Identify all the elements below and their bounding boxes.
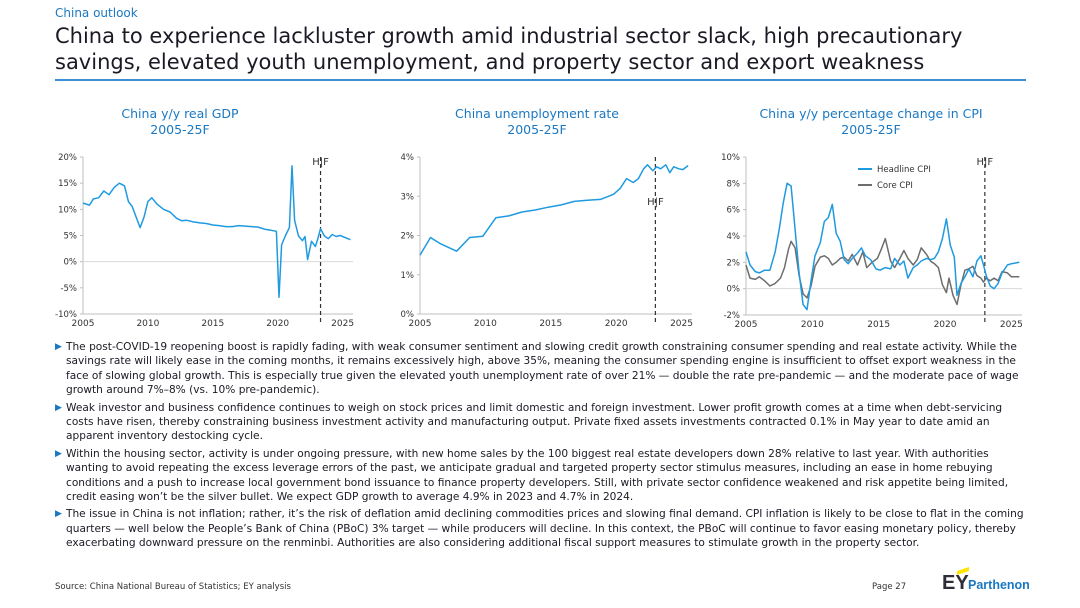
bullet-text: The post-COVID-19 reopening boost is rap… xyxy=(66,341,1019,397)
bullet-arrow-icon: ▶ xyxy=(55,342,62,352)
forecast-label: H|F xyxy=(312,157,329,168)
x-tick-label: 2005 xyxy=(409,319,432,329)
unemployment-chart-subtitle: 2005-25F xyxy=(507,122,567,137)
logo-ey-text: EY xyxy=(942,572,969,594)
y-tick-label: 4% xyxy=(727,232,741,242)
x-tick-label: 2020 xyxy=(934,320,957,330)
x-tick-label: 2025 xyxy=(331,319,354,329)
y-tick-label: 4% xyxy=(401,153,415,163)
y-tick-label: 0% xyxy=(727,285,741,295)
bullet-text: The issue in China is not inflation; rat… xyxy=(66,508,1024,550)
bullet-text: Weak investor and business confidence co… xyxy=(66,401,1003,443)
bullet-item: ▶ Weak investor and business confidence c… xyxy=(55,401,1030,444)
y-tick-label: 2% xyxy=(401,232,415,242)
x-tick-label: 2005 xyxy=(735,320,758,330)
series-line-core-cpi xyxy=(745,237,1020,306)
unemployment-chart: China unemployment rate 2005-25F 4% 3% 2% 1… xyxy=(357,104,693,334)
cpi-chart: China y/y percentage change in CPI 2005-… xyxy=(680,104,1023,334)
y-tick-label: 3% xyxy=(401,192,415,202)
x-tick-label: 2015 xyxy=(539,319,562,329)
bullet-text: Within the housing sector, activity is u… xyxy=(66,447,1009,504)
y-tick-label: 2% xyxy=(727,258,741,268)
x-tick-label: 2015 xyxy=(867,320,890,330)
unemployment-chart-title: China unemployment rate xyxy=(455,106,619,121)
y-tick-label: 10% xyxy=(58,205,77,215)
forecast-label: H|F xyxy=(647,197,664,208)
cpi-chart-svg: 10% 8% 6% 4% 2% 0% -2%2005 2010 2015 2020 2025 H|F H… xyxy=(721,153,1023,330)
y-tick-label: 1% xyxy=(401,271,415,281)
y-tick-label: 0% xyxy=(64,258,78,268)
slide-kicker: China outlook xyxy=(55,6,138,20)
title-rule xyxy=(55,79,1026,81)
y-tick-label: 8% xyxy=(727,179,741,189)
logo-brand-text: Parthenon xyxy=(968,578,1030,592)
y-tick-label: 20% xyxy=(58,153,77,163)
x-tick-label: 2010 xyxy=(136,319,159,329)
gdp-chart-svg: 20% 15% 10% 5% 0% -5% -10%2005 2010 2015 2020 2025… xyxy=(55,153,354,329)
y-tick-label: 15% xyxy=(58,179,77,189)
gdp-chart-title: China y/y real GDP xyxy=(121,106,239,121)
series-line-headline-cpi xyxy=(745,182,1020,311)
legend-label: Headline CPI xyxy=(877,165,931,175)
y-tick-label: -2% xyxy=(723,311,740,321)
y-tick-label: 0% xyxy=(401,310,415,320)
bullet-arrow-icon: ▶ xyxy=(55,509,62,520)
gdp-chart: China y/y real GDP 2005-25F 20% 15% 10% 5% 0… xyxy=(20,104,354,334)
x-tick-label: 2020 xyxy=(605,319,628,329)
x-tick-label: 2010 xyxy=(474,319,497,329)
bullet-arrow-icon: ▶ xyxy=(55,402,62,413)
bullet-item: ▶ The post-COVID-19 reopening boost is ra… xyxy=(55,340,1030,398)
y-tick-label: -10% xyxy=(55,310,77,320)
forecast-label: H|F xyxy=(977,157,994,168)
bullet-item: ▶ Within the housing sector, activity is … xyxy=(55,447,1030,505)
gdp-chart-subtitle: 2005-25F xyxy=(150,122,210,137)
cpi-chart-title: China y/y percentage change in CPI xyxy=(759,106,983,121)
cpi-chart-subtitle: 2005-25F xyxy=(841,122,901,137)
bullet-arrow-icon: ▶ xyxy=(55,448,62,459)
x-tick-label: 2025 xyxy=(670,319,693,329)
series-line xyxy=(419,164,689,256)
x-tick-label: 2015 xyxy=(201,319,224,329)
x-tick-label: 2025 xyxy=(1000,320,1023,330)
y-tick-label: 6% xyxy=(727,206,741,216)
source-note: Source: China National Bureau of Statist… xyxy=(55,582,291,592)
y-tick-label: 5% xyxy=(64,232,78,242)
series-line xyxy=(82,165,351,299)
slide-title: China to experience lackluster growth am… xyxy=(55,24,963,74)
page-number: Page 27 xyxy=(872,582,907,592)
bullet-item: ▶ The issue in China is not inflation; ra… xyxy=(55,507,1030,550)
y-tick-label: 10% xyxy=(721,153,740,163)
y-tick-label: -5% xyxy=(60,284,77,294)
x-tick-label: 2020 xyxy=(266,319,289,329)
x-tick-label: 2005 xyxy=(72,319,95,329)
legend-label: Core CPI xyxy=(877,181,913,191)
x-tick-label: 2010 xyxy=(801,320,824,330)
bullet-list: ▶ The post-COVID-19 reopening boost is ra… xyxy=(55,340,1030,554)
unemployment-chart-svg: 4% 3% 2% 1% 0%2005 2010 2015 2020 2025 H|F xyxy=(401,153,693,329)
